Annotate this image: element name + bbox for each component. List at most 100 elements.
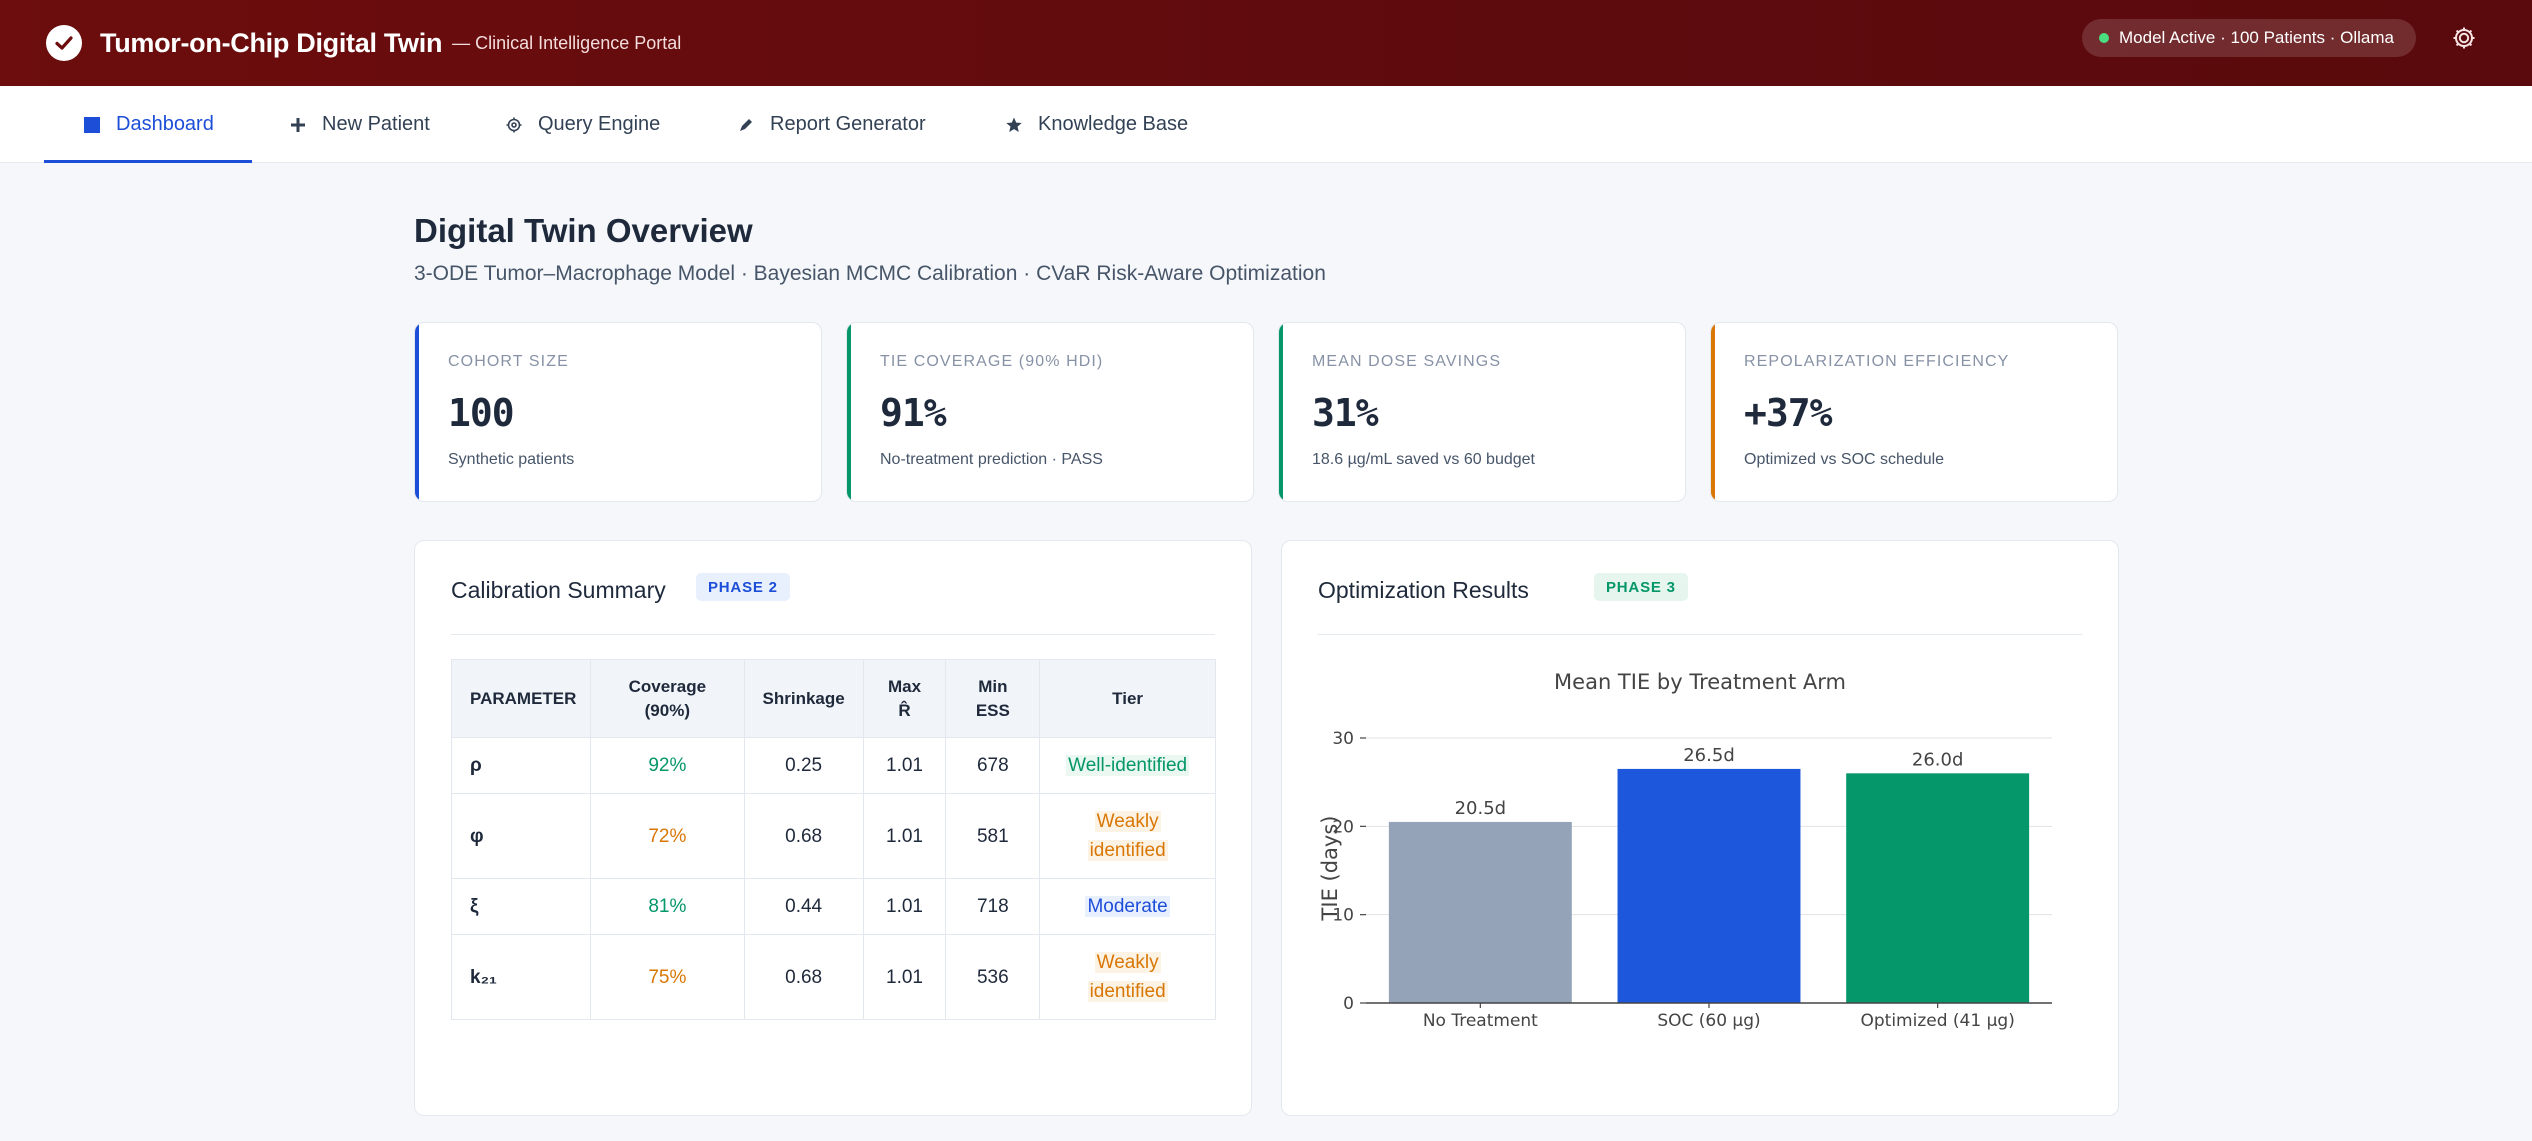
kpi-note: 18.6 µg/mL saved vs 60 budget [1312,451,1535,468]
star-icon [1004,115,1024,135]
kpi-accent-bar [1711,323,1715,501]
chart-title: Mean TIE by Treatment Arm [1554,670,1846,694]
chart-bar [1388,821,1572,1003]
tab-label: Report Generator [770,113,926,135]
kpi-accent-bar [847,323,851,501]
col-header-shrinkage: Shrinkage [743,659,864,738]
phase-badge: PHASE 3 [1594,573,1688,601]
optimization-results-panel: Optimization Results PHASE 3 Mean TIE by… [1281,540,2119,1116]
col-header-min-ess: Min ESS [945,659,1041,738]
col-header-coverage: Coverage (90%) [589,659,745,738]
tier-badge: Weakly [1094,811,1161,832]
chart-x-tick-label: No Treatment [1423,1011,1538,1031]
ess-cell: 718 [945,878,1041,935]
tab-label: Dashboard [116,113,214,135]
calibration-summary-panel: Calibration Summary PHASE 2 PARAMETER Co… [414,540,1252,1116]
top-header: Tumor-on-Chip Digital Twin — Clinical In… [0,0,2532,86]
tab-label: Query Engine [538,113,661,135]
rhat-cell: 1.01 [862,878,947,935]
gear-icon[interactable] [2450,24,2478,52]
kpi-card-cohort-size: Cohort Size 100 Synthetic patients [414,322,822,502]
main-nav: Dashboard New Patient Query Engine Repor… [0,86,2532,163]
ess-cell: 536 [945,934,1041,1020]
param-cell: k₂₁ [451,934,591,1020]
tier-cell: Weakly identified [1039,934,1216,1020]
page-subtitle: 3-ODE Tumor–Macrophage Model · Bayesian … [414,262,1326,285]
model-status-text: Model Active · 100 Patients · Ollama [2119,28,2394,47]
coverage-cell: 72% [589,793,745,879]
kpi-accent-bar [415,323,419,501]
chart-y-axis-label: TIE (days) [1318,816,1342,922]
tab-report-generator[interactable]: Report Generator [736,86,926,163]
param-cell: ρ [451,737,591,794]
panel-header: Optimization Results PHASE 3 [1318,573,2082,635]
chart-x-tick-label: Optimized (41 µg) [1861,1011,2015,1031]
chart-bar [1846,773,2030,1003]
chart-data-label: 26.5d [1683,745,1735,766]
tab-knowledge-base[interactable]: Knowledge Base [1004,86,1188,163]
ess-cell: 581 [945,793,1041,879]
chart-data-label: 26.0d [1912,749,1964,770]
kpi-accent-bar [1279,323,1283,501]
kpi-note: Optimized vs SOC schedule [1744,451,1945,468]
table-row: ρ 92% 0.25 1.01 678 Well-identified [451,737,1216,794]
chart-y-tick-label: 30 [1332,729,1354,749]
coverage-cell: 75% [589,934,745,1020]
col-header-max-rhat: Max R̂ [862,659,947,738]
shrinkage-cell: 0.44 [743,878,864,935]
kpi-value: 91% [880,391,947,435]
table-row: k₂₁ 75% 0.68 1.01 536 Weakly identified [451,934,1216,1020]
panel-title: Optimization Results [1318,577,1529,603]
table-header-row: PARAMETER Coverage (90%) Shrinkage Max R̂ … [451,659,1216,738]
col-header-tier: Tier [1039,659,1216,738]
active-tab-indicator [44,160,252,163]
kpi-card-tie-coverage: TIE Coverage (90% HDI) 91% No-treatment … [846,322,1254,502]
chart-y-tick-label: 10 [1332,906,1354,926]
param-cell: φ [451,793,591,879]
calibration-table: PARAMETER Coverage (90%) Shrinkage Max R̂ … [451,659,1216,1020]
tab-new-patient[interactable]: New Patient [288,86,430,163]
phase-badge: PHASE 2 [696,573,790,601]
shrinkage-cell: 0.25 [743,737,864,794]
rhat-cell: 1.01 [862,737,947,794]
check-circle-icon [46,25,82,61]
param-cell: ξ [451,878,591,935]
tier-cell: Weakly identified [1039,793,1216,879]
kpi-note: No-treatment prediction · PASS [880,451,1103,468]
kpi-card-repolarization: Repolarization Efficiency +37% Optimized… [1710,322,2118,502]
table-row: ξ 81% 0.44 1.01 718 Moderate [451,878,1216,935]
chart-bar [1617,768,1801,1003]
kpi-label: Cohort Size [448,353,569,370]
plus-icon [288,115,308,135]
kpi-label: Mean Dose Savings [1312,353,1502,370]
tier-badge: Moderate [1085,896,1170,917]
panel-title: Calibration Summary [451,577,666,603]
chart-data-label: 20.5d [1455,798,1507,819]
chart-y-tick-label: 20 [1332,817,1354,837]
tab-label: New Patient [322,113,430,135]
shrinkage-cell: 0.68 [743,793,864,879]
kpi-card-dose-savings: Mean Dose Savings 31% 18.6 µg/mL saved v… [1278,322,1686,502]
tab-dashboard[interactable]: Dashboard [82,86,214,163]
kpi-label: Repolarization Efficiency [1744,353,2010,370]
tab-query-engine[interactable]: Query Engine [504,86,660,163]
coverage-cell: 81% [589,878,745,935]
ess-cell: 678 [945,737,1041,794]
tie-bar-chart: Mean TIE by Treatment Arm TIE (days) 0 10… [1318,670,2052,1031]
coverage-cell: 92% [589,737,745,794]
tab-label: Knowledge Base [1038,113,1189,135]
kpi-label: TIE Coverage (90% HDI) [880,353,1104,370]
panel-header: Calibration Summary PHASE 2 [451,573,1215,635]
rhat-cell: 1.01 [862,793,947,879]
status-dot-icon [2099,33,2109,43]
gear-icon [504,115,524,135]
table-row: φ 72% 0.68 1.01 581 Weakly identified [451,793,1216,879]
chart-y-tick-label: 0 [1343,994,1354,1014]
model-status-badge: Model Active · 100 Patients · Ollama [2082,19,2416,57]
tier-badge: identified [1087,981,1168,1002]
col-header-parameter: PARAMETER [451,659,591,738]
rhat-cell: 1.01 [862,934,947,1020]
tier-cell: Well-identified [1039,737,1216,794]
app-title: Tumor-on-Chip Digital Twin [100,27,443,58]
tier-badge: Well-identified [1066,755,1190,776]
